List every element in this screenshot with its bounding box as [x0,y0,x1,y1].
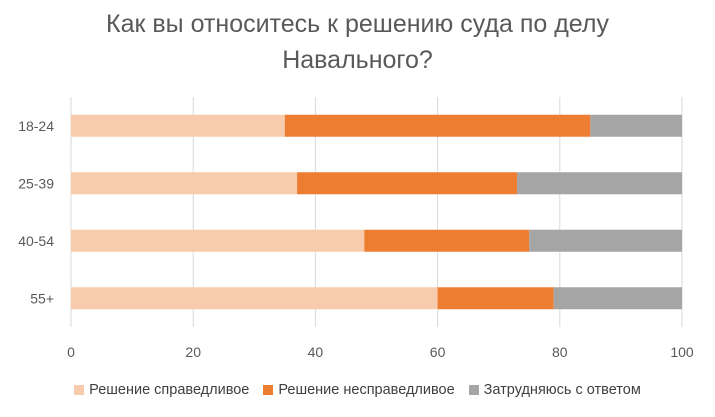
bar-undecided-55+ [553,287,682,310]
x-tick-label-20: 20 [185,344,201,360]
legend-label-undecided: Затрудняюсь с ответом [483,382,641,398]
bar-fair-18-24 [71,114,285,137]
bar-fair-40-54 [71,229,365,252]
bar-undecided-25-39 [517,172,682,195]
chart-title-line-1: Как вы относитесь к решению суда по делу [106,10,609,38]
legend-item-undecided: Затрудняюсь с ответом [468,382,641,398]
chart-title-line-2: Навального? [282,46,433,74]
x-tick-label-100: 100 [670,344,694,360]
category-label-40-54: 40-54 [18,233,54,249]
bar-unfair-55+ [437,287,554,310]
bar-undecided-40-54 [529,229,682,252]
x-tick-label-40: 40 [308,344,324,360]
category-label-18-24: 18-24 [18,118,54,134]
x-tick-label-60: 60 [430,344,446,360]
bar-undecided-18-24 [590,114,682,137]
bar-unfair-40-54 [364,229,530,252]
legend-swatch-undecided [468,385,479,395]
bar-fair-55+ [71,287,438,310]
legend: Решение справедливое Решение несправедли… [0,382,715,398]
x-tick-label-80: 80 [552,344,568,360]
bar-unfair-18-24 [284,114,591,137]
x-tick-label-0: 0 [67,344,75,360]
legend-item-fair: Решение справедливое [74,382,249,398]
legend-item-unfair: Решение несправедливое [263,382,455,398]
category-label-25-39: 25-39 [18,175,54,191]
category-label-55+: 55+ [30,290,54,306]
legend-label-unfair: Решение несправедливое [278,382,455,398]
chart-title: Как вы относитесь к решению суда по делу… [0,6,715,78]
legend-label-fair: Решение справедливое [89,382,250,398]
bar-unfair-25-39 [297,172,518,195]
legend-swatch-unfair [263,385,274,395]
bar-fair-25-39 [71,172,298,195]
legend-swatch-fair [74,385,85,395]
